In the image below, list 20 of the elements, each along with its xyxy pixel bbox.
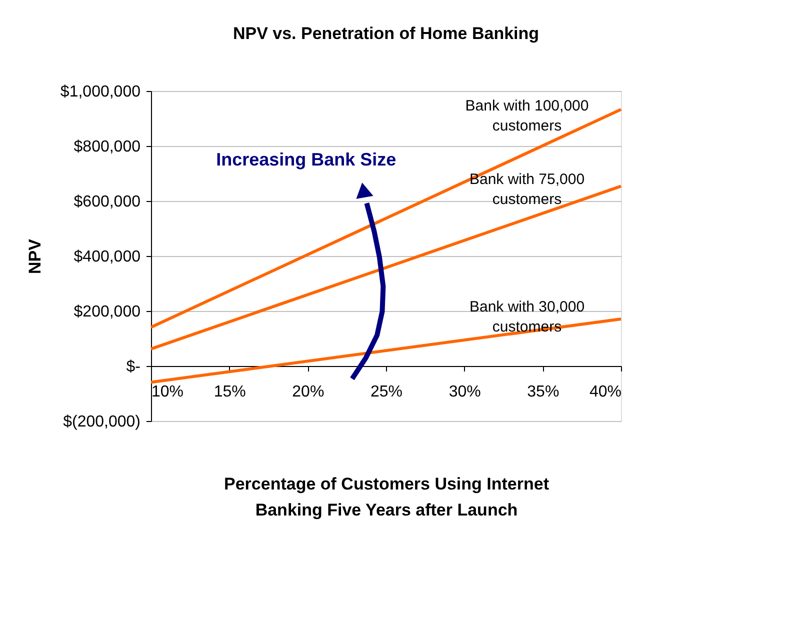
y-tick-label: $1,000,000 <box>60 84 141 100</box>
x-tick-label: 25% <box>370 384 403 400</box>
y-tick-label: $600,000 <box>74 194 141 210</box>
y-axis-title: NPV <box>25 238 44 274</box>
annotation: Increasing Bank Size <box>216 149 396 170</box>
x-tick-label: 20% <box>292 384 324 400</box>
y-tick-label: $800,000 <box>74 138 141 156</box>
y-tick-label: $- <box>126 358 140 376</box>
x-tick-label: 35% <box>527 384 560 400</box>
y-tick-label: $(200,000) <box>63 414 140 430</box>
x-axis-title: Percentage of Customers Using Internet Banking Five Years after Launch <box>224 474 550 520</box>
y-tick-label: $200,000 <box>74 304 141 320</box>
series-label: Bank with 100,000 customers <box>465 97 589 134</box>
x-tick-label: 40% <box>589 384 622 400</box>
series-label: Bank with 75,000 customers <box>469 171 585 208</box>
x-tick-label: 30% <box>448 384 481 400</box>
chart-title: NPV vs. Penetration of Home Banking <box>232 24 540 43</box>
x-tick-label: 10% <box>152 384 184 400</box>
y-tick-label: $400,000 <box>74 248 141 266</box>
x-tick-label: 15% <box>214 384 246 400</box>
